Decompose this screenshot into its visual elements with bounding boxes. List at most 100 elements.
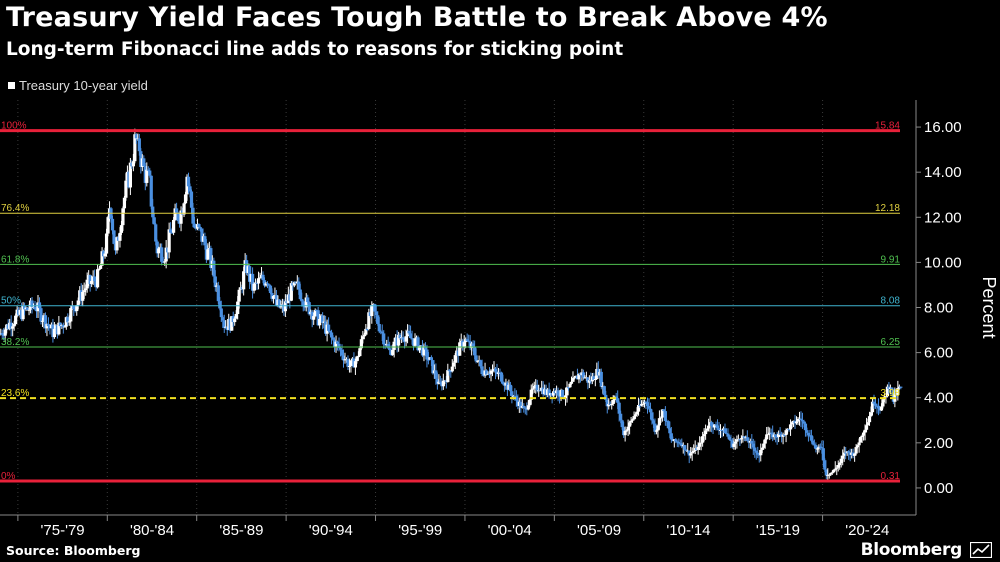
candle-body: [209, 248, 213, 269]
candle-body: [88, 275, 92, 284]
candle-body: [297, 281, 301, 290]
candle-body: [133, 134, 137, 162]
y-tick-label: 0.00: [924, 480, 953, 497]
candle-body: [572, 377, 577, 379]
candle-body: [674, 439, 678, 442]
candle-body: [66, 317, 70, 323]
candle-body: [347, 365, 352, 367]
candle-body: [614, 396, 618, 399]
candle-body: [523, 407, 527, 409]
candle-body: [884, 396, 888, 398]
candle-body: [96, 269, 100, 288]
candle-body: [535, 384, 539, 391]
candle-body: [842, 452, 846, 456]
candle-body: [121, 208, 125, 226]
candle-body: [250, 273, 255, 291]
legend-swatch: [8, 82, 15, 89]
candle-body: [313, 310, 317, 317]
candle-body: [869, 412, 873, 417]
candle-body: [668, 428, 672, 434]
candle-body: [392, 341, 396, 350]
candle-body: [833, 468, 837, 470]
candle-body: [756, 452, 760, 455]
candle-body: [458, 342, 462, 356]
candle-body: [405, 330, 410, 337]
candle-body: [312, 316, 316, 320]
candle-body: [709, 422, 714, 427]
candle-body: [702, 434, 706, 437]
candle-body: [30, 300, 34, 307]
candle-body: [301, 301, 305, 307]
candle-body: [221, 317, 225, 321]
candle-body: [623, 430, 627, 436]
candle-body: [650, 412, 654, 421]
candle-body: [373, 304, 377, 312]
candle-body: [370, 305, 374, 317]
candle-body: [701, 436, 705, 443]
candle-body: [499, 372, 504, 382]
candle-body: [805, 430, 809, 433]
candle-body: [124, 180, 128, 198]
candle-body: [146, 169, 150, 171]
candle-body: [367, 312, 371, 329]
candle-body: [212, 260, 216, 277]
candle-body: [326, 324, 331, 331]
y-tick-label: 12.00: [924, 209, 962, 226]
candle-body: [93, 276, 97, 282]
candle-body: [706, 425, 711, 429]
candle-body: [262, 280, 267, 286]
candle-body: [645, 402, 650, 407]
candle-body: [22, 305, 27, 310]
candle-body: [256, 278, 261, 284]
chart-title: Treasury Yield Faces Tough Battle to Bre…: [6, 2, 828, 33]
candle-body: [200, 228, 204, 242]
candle-body: [841, 455, 845, 459]
candle-body: [619, 413, 623, 421]
candle-body: [832, 469, 836, 473]
candle-body: [899, 386, 903, 388]
candle-body: [58, 322, 62, 327]
candle-body: [417, 346, 422, 351]
candle-body: [508, 384, 512, 392]
candle-body: [739, 438, 743, 440]
candle-body: [781, 434, 785, 437]
candle-body: [81, 291, 85, 301]
candle-body: [12, 324, 16, 327]
candle-body: [359, 339, 363, 349]
candle-body: [754, 451, 758, 453]
candle-body: [230, 316, 234, 331]
candle-body: [110, 218, 115, 231]
candle-body: [72, 305, 76, 310]
candle-body: [478, 360, 483, 367]
candle-body: [802, 421, 806, 424]
candle-body: [870, 401, 875, 413]
candle-body: [626, 426, 630, 431]
x-tick-label: '00-'04: [488, 522, 532, 539]
y-axis-label: Percent: [979, 276, 999, 338]
candle-body: [362, 334, 366, 337]
candle-body: [447, 370, 451, 372]
fib-left-label-1: 76.4%: [1, 203, 29, 214]
candle-body: [134, 134, 138, 139]
candle-body: [774, 434, 778, 437]
fib-value-label-4: 6.25: [881, 337, 901, 348]
candle-body: [197, 224, 201, 228]
candle-body: [684, 449, 688, 451]
candle-body: [788, 424, 793, 430]
candle-body: [853, 453, 857, 456]
candle-body: [167, 229, 171, 253]
candle-body: [45, 324, 49, 329]
fib-left-label-3: 50%: [1, 296, 21, 307]
candle-body: [137, 138, 141, 152]
candle-body: [829, 472, 833, 475]
candle-body: [753, 447, 757, 452]
candle-body: [203, 236, 207, 246]
fib-left-label-6: 0%: [1, 471, 16, 482]
candle-body: [21, 305, 25, 320]
candle-body: [61, 324, 65, 328]
candle-body: [660, 409, 664, 418]
candle-body: [800, 420, 805, 422]
candle-body: [824, 469, 828, 476]
candle-body: [422, 346, 426, 356]
candle-body: [815, 448, 819, 450]
